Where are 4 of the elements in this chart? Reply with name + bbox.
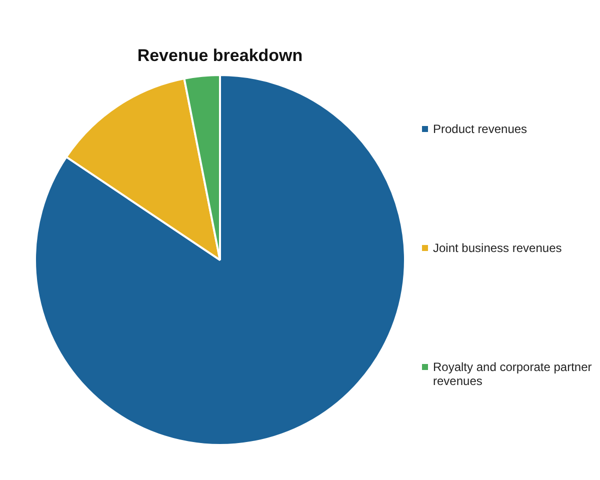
legend-label: Product revenues [433, 122, 528, 136]
legend-label: Joint business revenues [433, 240, 562, 255]
chart-title: Revenue breakdown [136, 46, 304, 66]
legend-label: Royalty and corporate partner revenues [433, 360, 592, 388]
